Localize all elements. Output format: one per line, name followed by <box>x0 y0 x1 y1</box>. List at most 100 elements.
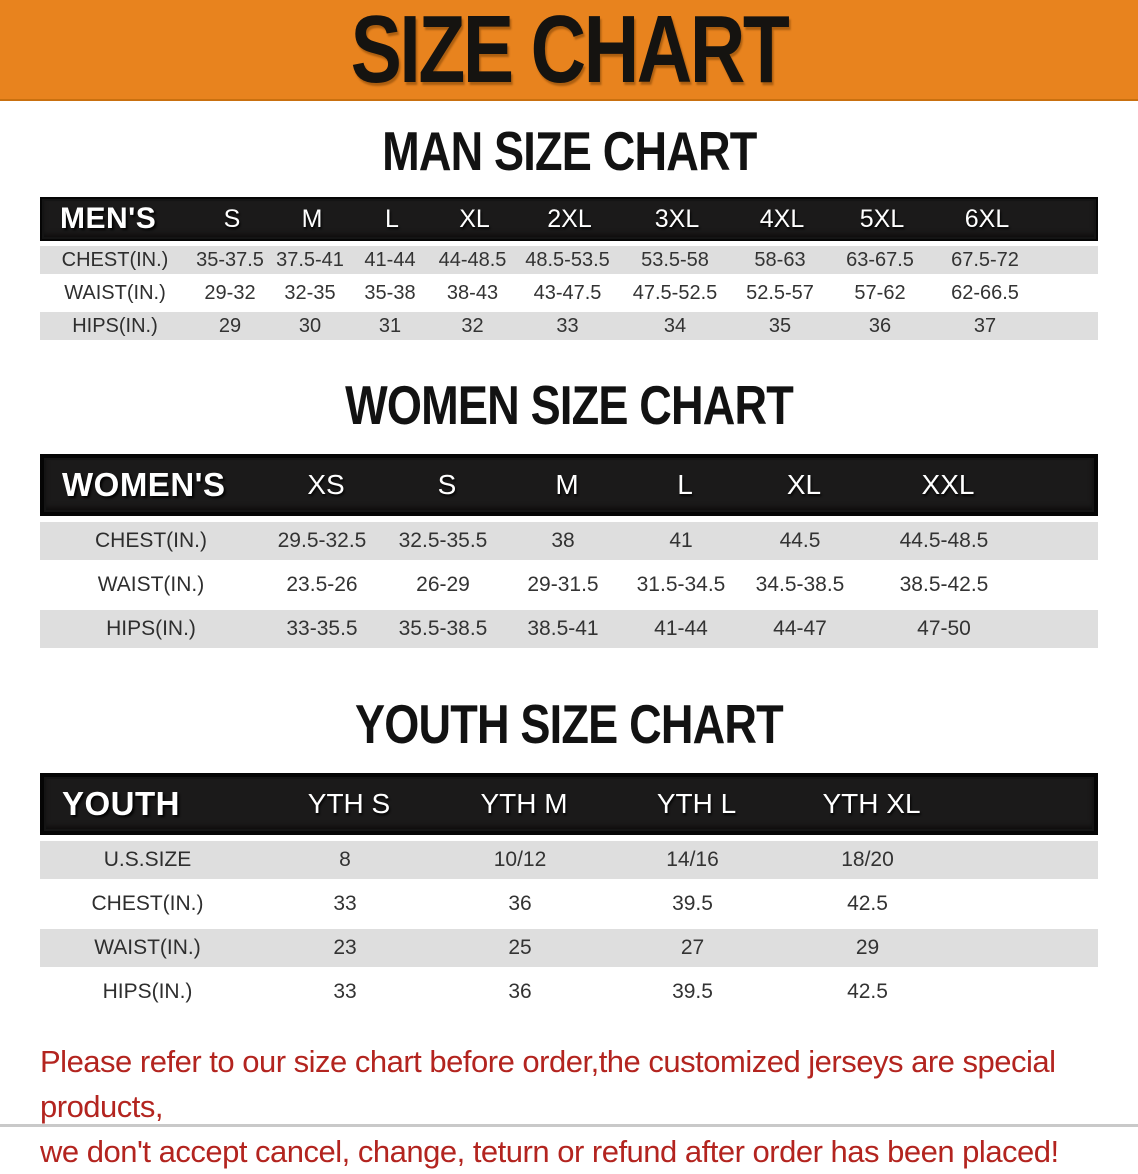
man-section-heading: MAN SIZE CHART <box>0 120 1138 182</box>
cell: 41-44 <box>654 617 708 640</box>
cell: 38 <box>551 529 575 552</box>
cell: 42.5 <box>847 980 888 1003</box>
size-col-header: L <box>677 469 693 500</box>
youth-size-table: YOUTH YTH S YTH M YTH L YTH XL U.S.SIZE … <box>40 773 1098 1011</box>
measurement-row-chest: CHEST(IN.) 33 36 39.5 42.5 <box>40 885 1098 923</box>
cell: 29-31.5 <box>527 573 599 596</box>
womens-size-table: WOMEN'S XS S M L XL XXL CHEST(IN.) 29.5-… <box>40 454 1098 648</box>
cell: 33 <box>333 980 357 1003</box>
youth-heading-text: YOUTH SIZE CHART <box>355 693 784 755</box>
cell: 63-67.5 <box>846 248 914 271</box>
cell: 48.5-53.5 <box>525 248 610 271</box>
cell: 29-32 <box>204 281 256 304</box>
cell: 58-63 <box>754 248 806 271</box>
cell: 44-47 <box>773 617 827 640</box>
row-label: CHEST(IN.) <box>61 248 169 271</box>
size-col-header: XXL <box>921 469 975 500</box>
cell: 32-35 <box>284 281 336 304</box>
cell: 26-29 <box>416 573 470 596</box>
cell: 33 <box>556 314 579 337</box>
youth-table-header: YOUTH YTH S YTH M YTH L YTH XL <box>40 773 1098 835</box>
women-heading-text: WOMEN SIZE CHART <box>345 374 794 436</box>
measurement-row-ussize: U.S.SIZE 8 10/12 14/16 18/20 <box>40 841 1098 879</box>
row-label: CHEST(IN.) <box>91 892 204 915</box>
size-col-header: S <box>223 204 241 233</box>
measurement-row-hips: HIPS(IN.) 33 36 39.5 42.5 <box>40 973 1098 1011</box>
size-col-header: 3XL <box>654 204 700 233</box>
cell: 67.5-72 <box>951 248 1019 271</box>
size-col-header: YTH XL <box>822 788 921 819</box>
cell: 35 <box>768 314 792 337</box>
size-col-header: XL <box>786 469 822 500</box>
youth-section-heading: YOUTH SIZE CHART <box>0 693 1138 755</box>
cell: 41 <box>669 529 693 552</box>
disclaimer-text: Please refer to our size chart before or… <box>40 1039 1128 1174</box>
cell: 29.5-32.5 <box>277 529 367 552</box>
size-col-header: M <box>301 204 323 233</box>
size-col-header: YTH L <box>656 788 737 819</box>
cell: 44-48.5 <box>438 248 507 271</box>
cell: 32.5-35.5 <box>398 529 488 552</box>
disclaimer-line-1: Please refer to our size chart before or… <box>40 1044 1056 1124</box>
cell: 44.5-48.5 <box>899 529 989 552</box>
cell: 39.5 <box>672 892 713 915</box>
size-col-header: 6XL <box>964 204 1010 233</box>
size-col-header: XS <box>307 469 345 500</box>
row-label: HIPS(IN.) <box>72 314 158 337</box>
cell: 38.5-42.5 <box>899 573 989 596</box>
cell: 37.5-41 <box>276 248 344 271</box>
cell: 30 <box>298 314 322 337</box>
cell: 27 <box>680 936 705 959</box>
banner-title: SIZE CHART <box>350 0 790 103</box>
row-label: HIPS(IN.) <box>106 617 196 640</box>
disclaimer-line-2: we don't accept cancel, change, teturn o… <box>40 1134 1059 1169</box>
cell: 44.5 <box>779 529 821 552</box>
row-label: WAIST(IN.) <box>94 936 201 959</box>
cell: 33-35.5 <box>286 617 358 640</box>
size-chart-banner: SIZE CHART <box>0 0 1138 101</box>
cell: 39.5 <box>672 980 713 1003</box>
measurement-row-chest: CHEST(IN.) 29.5-32.5 32.5-35.5 38 41 44.… <box>40 522 1098 560</box>
cell: 34 <box>663 314 687 337</box>
cell: 8 <box>339 848 351 871</box>
size-col-header: YTH S <box>307 788 391 819</box>
cell: 38.5-41 <box>527 617 599 640</box>
measurement-row-hips: HIPS(IN.) 33-35.5 35.5-38.5 38.5-41 41-4… <box>40 610 1098 648</box>
row-label: WAIST(IN.) <box>64 281 166 304</box>
man-heading-text: MAN SIZE CHART <box>381 120 757 182</box>
size-col-header: L <box>385 204 399 233</box>
size-col-header: S <box>437 469 457 500</box>
cell: 36 <box>508 892 532 915</box>
size-col-header: 4XL <box>759 204 805 233</box>
cell: 43-47.5 <box>533 281 602 304</box>
cell: 33 <box>333 892 357 915</box>
mens-size-table: MEN'S S M L XL 2XL 3XL 4XL 5XL 6XL CHEST… <box>40 197 1098 340</box>
cell: 14/16 <box>666 848 719 871</box>
measurement-row-waist: WAIST(IN.) 23 25 27 29 <box>40 929 1098 967</box>
cell: 23.5-26 <box>286 573 358 596</box>
size-col-header: 5XL <box>859 204 905 233</box>
cell: 52.5-57 <box>746 281 814 304</box>
cell: 36 <box>508 980 532 1003</box>
cell: 35-38 <box>364 281 416 304</box>
cell: 10/12 <box>493 848 547 871</box>
mens-table-label: MEN'S <box>60 202 157 235</box>
cell: 34.5-38.5 <box>755 573 845 596</box>
mens-table-header: MEN'S S M L XL 2XL 3XL 4XL 5XL 6XL <box>40 197 1098 241</box>
womens-table-label: WOMEN'S <box>62 466 226 503</box>
cell: 53.5-58 <box>641 248 709 271</box>
cell: 41-44 <box>364 248 416 271</box>
cell: 18/20 <box>841 848 894 871</box>
cell: 29 <box>218 314 242 337</box>
size-col-header: M <box>555 469 579 500</box>
cell: 57-62 <box>854 281 906 304</box>
cell: 42.5 <box>847 892 888 915</box>
size-col-header: XL <box>459 204 490 233</box>
measurement-row-hips: HIPS(IN.) 29 30 31 32 33 34 35 36 37 <box>40 312 1098 340</box>
youth-table-label: YOUTH <box>62 785 180 822</box>
measurement-row-waist: WAIST(IN.) 23.5-26 26-29 29-31.5 31.5-34… <box>40 566 1098 604</box>
row-label: CHEST(IN.) <box>95 529 207 552</box>
cell: 37 <box>973 314 997 337</box>
cell: 23 <box>333 936 357 959</box>
women-section-heading: WOMEN SIZE CHART <box>0 374 1138 436</box>
